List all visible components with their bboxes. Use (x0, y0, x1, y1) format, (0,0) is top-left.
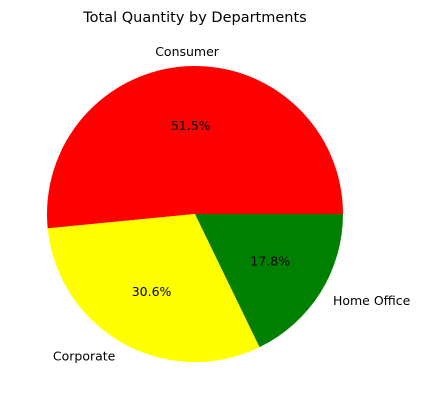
pie-percent-label: 51.5% (171, 118, 211, 133)
pie-slices (46, 66, 343, 362)
pie-percent-label: 30.6% (132, 284, 172, 299)
pie-slice-corporate (47, 214, 260, 362)
pie-slice-consumer (46, 66, 343, 229)
chart-title: Total Quantity by Departments (82, 10, 306, 26)
pie-percent-label: 17.8% (250, 254, 290, 269)
pie-category-label: Corporate (53, 349, 116, 364)
pie-slice-home-office (195, 214, 343, 348)
pie-category-label: Consumer (155, 44, 220, 59)
pie-category-labels: Consumer Corporate Home Office (53, 44, 411, 364)
pie-category-label: Home Office (333, 293, 411, 308)
pie-percent-labels: 51.5% 30.6% 17.8% (132, 118, 291, 299)
